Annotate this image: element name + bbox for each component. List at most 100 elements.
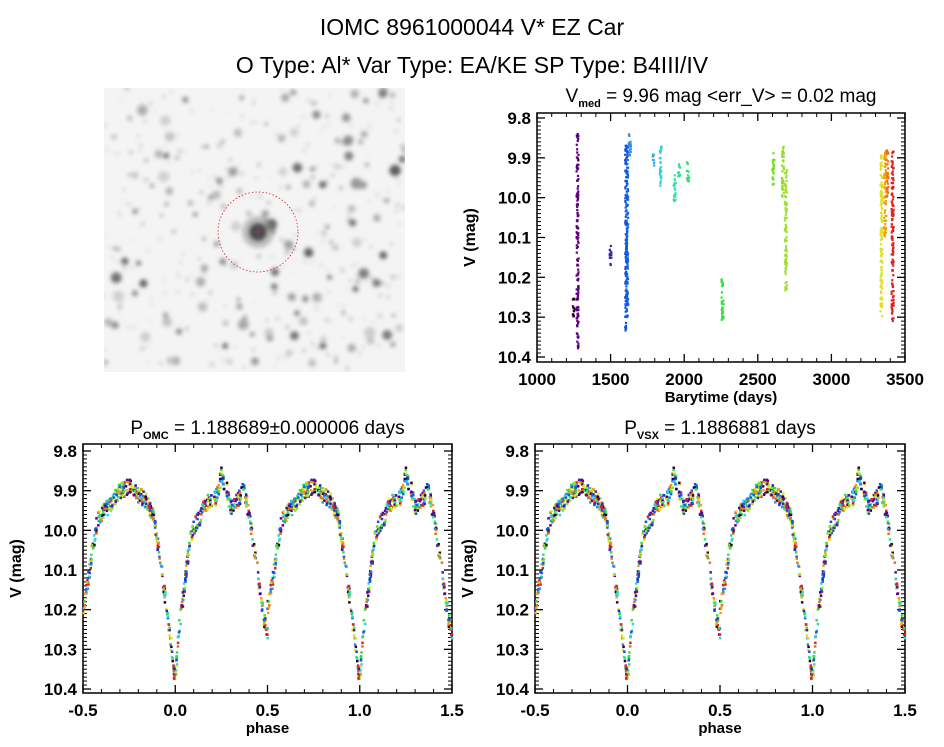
data-point bbox=[632, 606, 635, 609]
data-point bbox=[129, 490, 132, 494]
y-tick-label: 9.9 bbox=[53, 482, 77, 501]
data-point bbox=[722, 581, 726, 584]
data-point bbox=[140, 487, 143, 491]
data-point bbox=[684, 499, 687, 502]
data-point bbox=[309, 489, 313, 492]
data-point bbox=[715, 625, 719, 629]
data-point bbox=[626, 265, 629, 268]
data-point bbox=[822, 570, 826, 574]
data-point bbox=[885, 158, 888, 162]
data-point bbox=[626, 151, 630, 154]
data-point bbox=[770, 489, 774, 493]
star bbox=[160, 214, 164, 217]
data-point bbox=[880, 484, 883, 487]
data-point bbox=[567, 493, 571, 497]
data-point bbox=[633, 605, 637, 608]
star bbox=[398, 144, 401, 147]
data-point bbox=[716, 617, 720, 620]
data-point bbox=[94, 537, 97, 541]
data-point bbox=[722, 315, 725, 318]
star bbox=[191, 171, 194, 174]
data-point bbox=[864, 491, 868, 494]
star bbox=[294, 91, 297, 94]
data-point bbox=[767, 484, 770, 488]
star bbox=[261, 210, 269, 218]
data-point bbox=[624, 300, 627, 303]
data-point bbox=[624, 153, 627, 156]
data-point bbox=[781, 170, 784, 173]
x-tick-label: 0.5 bbox=[256, 701, 280, 720]
star bbox=[143, 120, 146, 123]
data-point bbox=[222, 482, 225, 485]
data-point bbox=[194, 515, 197, 518]
data-point bbox=[880, 226, 883, 230]
data-point bbox=[781, 187, 784, 191]
data-point bbox=[661, 503, 664, 506]
y-tick-label: 10.0 bbox=[498, 189, 531, 208]
data-point bbox=[559, 502, 563, 505]
data-point bbox=[879, 192, 882, 195]
data-point bbox=[163, 596, 166, 599]
data-point bbox=[888, 544, 892, 547]
data-point bbox=[901, 617, 905, 620]
data-point bbox=[130, 487, 134, 491]
data-point bbox=[220, 472, 223, 475]
data-point bbox=[661, 496, 664, 500]
data-point bbox=[881, 496, 885, 499]
data-point bbox=[552, 514, 556, 518]
chart-title: IOMC 8961000044 V* EZ Car bbox=[319, 14, 625, 40]
star bbox=[356, 276, 358, 279]
star bbox=[312, 292, 323, 303]
data-point bbox=[805, 623, 808, 626]
data-point bbox=[784, 505, 788, 508]
data-point bbox=[319, 491, 322, 494]
star bbox=[242, 366, 245, 369]
data-point bbox=[577, 320, 580, 324]
data-point bbox=[727, 553, 730, 556]
data-point bbox=[620, 623, 623, 626]
data-point bbox=[890, 214, 894, 217]
data-point bbox=[541, 567, 545, 570]
star bbox=[137, 135, 140, 138]
data-point bbox=[626, 188, 629, 191]
data-point bbox=[193, 527, 197, 530]
data-point bbox=[577, 308, 580, 312]
star bbox=[395, 176, 399, 180]
star bbox=[390, 92, 396, 98]
data-point bbox=[597, 492, 600, 495]
data-point bbox=[256, 561, 259, 564]
data-point bbox=[635, 589, 638, 593]
data-point bbox=[183, 588, 186, 591]
star bbox=[112, 256, 114, 259]
data-point bbox=[119, 496, 123, 500]
data-point bbox=[142, 496, 146, 499]
star bbox=[113, 246, 116, 250]
data-point bbox=[331, 497, 334, 500]
data-point bbox=[846, 503, 849, 506]
data-point bbox=[888, 538, 892, 541]
data-point bbox=[785, 230, 788, 234]
star bbox=[145, 178, 148, 181]
data-point bbox=[283, 521, 287, 524]
data-point bbox=[159, 561, 162, 564]
data-point bbox=[880, 183, 883, 186]
data-point bbox=[625, 295, 629, 298]
x-tick-label: 1.5 bbox=[440, 701, 464, 720]
data-point bbox=[891, 229, 894, 233]
data-point bbox=[880, 190, 883, 193]
data-point bbox=[150, 510, 154, 513]
data-point bbox=[627, 669, 630, 672]
data-point bbox=[674, 195, 677, 198]
data-point bbox=[128, 483, 132, 486]
data-point bbox=[898, 603, 902, 607]
data-point bbox=[378, 515, 382, 518]
data-point bbox=[628, 144, 631, 147]
data-point bbox=[376, 533, 379, 537]
data-point bbox=[890, 177, 894, 180]
star bbox=[302, 116, 304, 118]
data-point bbox=[575, 244, 578, 247]
data-point bbox=[879, 310, 882, 313]
data-point bbox=[557, 509, 561, 513]
star bbox=[373, 214, 381, 222]
data-point bbox=[671, 479, 674, 483]
